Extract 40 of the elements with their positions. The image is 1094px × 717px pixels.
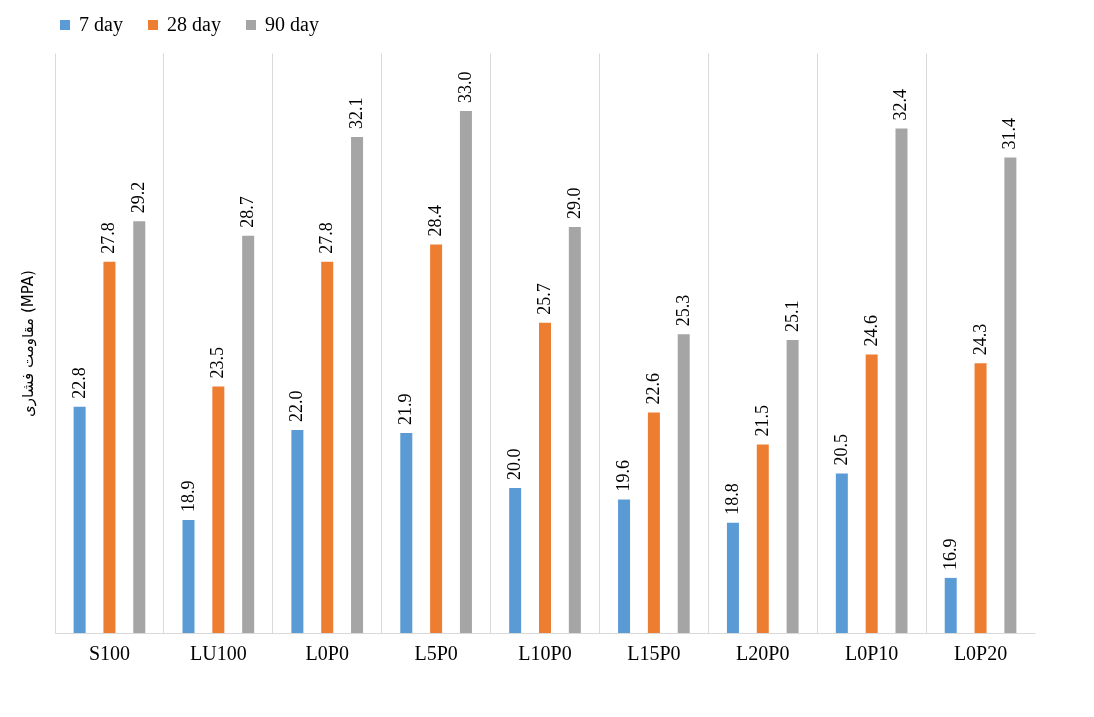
data-label: 22.0 [286,390,307,422]
data-label: 22.6 [642,373,663,405]
y-axis-title: مقاومت فشاری (MPA) [18,270,37,417]
x-tick-label: L0P0 [305,641,349,664]
x-tick-label: L10P0 [518,641,572,664]
data-label: 18.9 [177,480,198,512]
data-label: 21.5 [751,405,772,437]
x-tick-label: L20P0 [736,641,790,664]
data-label: 22.8 [68,367,89,399]
data-label: 27.8 [98,222,119,254]
data-label: 27.8 [316,222,337,254]
data-label: 29.0 [563,187,584,219]
data-label: 24.3 [969,323,990,356]
x-tick-label: LU100 [190,641,247,664]
data-label: 33.0 [454,71,475,103]
data-label: 32.1 [346,97,367,130]
x-tick-label: L5P0 [414,641,458,664]
x-tick-label: L15P0 [627,641,681,664]
data-label: 18.8 [721,483,742,515]
data-label: 28.4 [425,204,446,237]
data-label: 19.6 [613,460,634,492]
data-label: 21.9 [395,393,416,425]
data-label: 20.5 [830,434,851,466]
x-tick-label: S100 [88,641,131,664]
data-label: 32.4 [890,88,911,121]
data-label: 31.4 [999,117,1020,150]
data-label: 25.7 [534,283,554,315]
x-tick-label: L0P10 [844,641,899,664]
legend-label: 90 day [265,13,319,36]
legend-label: 7 day [79,13,123,36]
data-label: 24.6 [860,315,881,347]
legend-label: 28 day [167,13,221,36]
data-label: 25.3 [672,294,693,327]
data-label: 16.9 [939,538,960,570]
data-label: 23.5 [207,347,228,379]
data-label: 25.1 [781,300,802,333]
data-label: 28.7 [237,196,258,228]
data-label: 20.0 [504,448,525,480]
x-tick-label: L0P20 [953,641,1008,664]
data-label: 29.2 [128,181,149,214]
